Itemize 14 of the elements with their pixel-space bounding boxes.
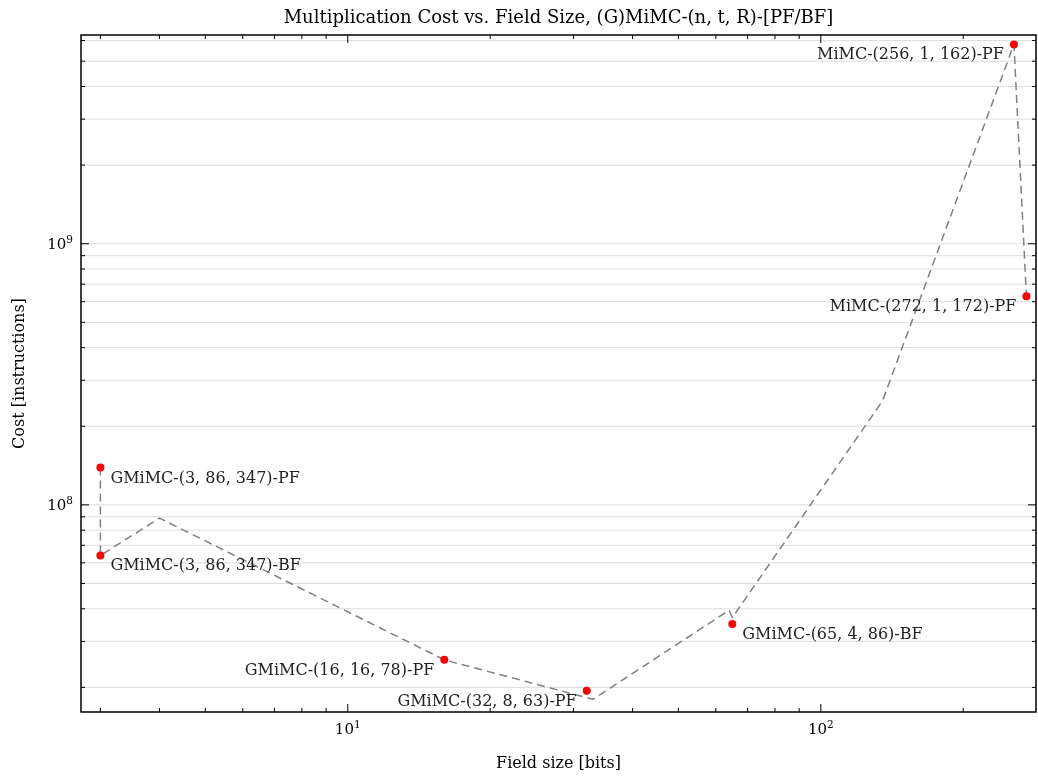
x-axis-title: Field size [bits]: [496, 753, 621, 772]
annotation: GMiMC-(3, 86, 347)-PF: [110, 467, 300, 487]
y-axis-title: Cost [instructions]: [9, 298, 28, 449]
annotation: MiMC-(256, 1, 162)-PF: [817, 44, 1004, 64]
annotation: GMiMC-(32, 8, 63)-PF: [397, 690, 577, 710]
annotation: GMiMC-(65, 4, 86)-BF: [742, 623, 923, 643]
y-tick-label: 10$^{8}$: [47, 493, 73, 514]
x-tick-label: 10$^{2}$: [807, 718, 834, 738]
annotation: MiMC-(272, 1, 172)-PF: [829, 296, 1017, 316]
annotation: GMiMC-(3, 86, 347)-BF: [110, 555, 301, 575]
y-tick-label: 10$^{9}$: [47, 232, 73, 253]
x-tick-label: 10$^{1}$: [334, 718, 361, 738]
annotation: GMiMC-(16, 16, 78)-PF: [244, 659, 435, 679]
chart-title: Multiplication Cost vs. Field Size, (G)MiMC-(n, t, R)-[PF/BF]: [283, 6, 834, 27]
